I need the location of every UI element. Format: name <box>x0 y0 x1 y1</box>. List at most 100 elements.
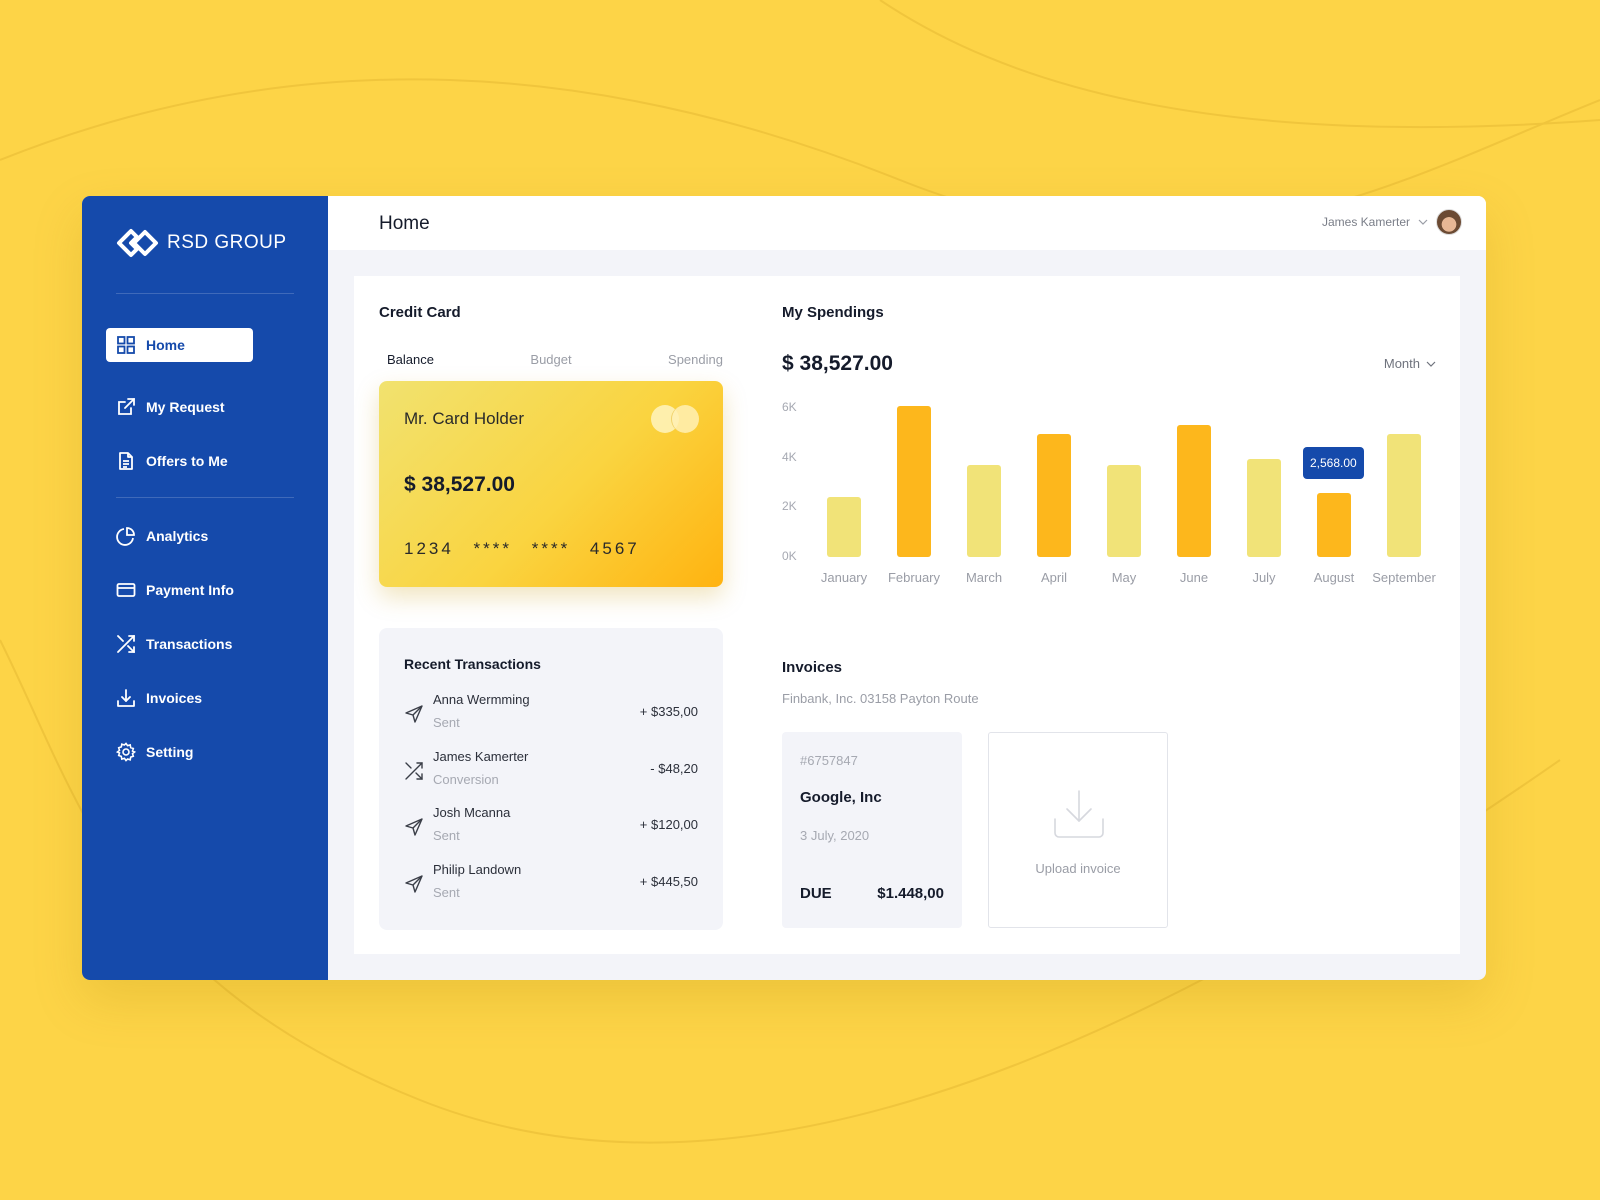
x-axis-label: January <box>820 570 868 585</box>
bar-august[interactable] <box>1317 493 1351 557</box>
period-select[interactable]: Month <box>1384 356 1436 371</box>
card-holder: Mr. Card Holder <box>404 409 524 428</box>
bar-june[interactable] <box>1177 425 1211 557</box>
bar-january[interactable] <box>827 497 861 557</box>
invoice-company: Google, Inc <box>800 789 882 806</box>
sidebar-item-label: Transactions <box>146 636 233 652</box>
list-item[interactable]: Anna Wermming Sent + $335,00 <box>404 692 698 736</box>
spendings-title: My Spendings <box>782 304 884 321</box>
transaction-type: Conversion <box>433 772 499 787</box>
divider <box>116 293 294 294</box>
transaction-amount: - $48,20 <box>650 761 698 776</box>
y-axis-tick: 6K <box>782 400 797 414</box>
sidebar-item-offers-to-me[interactable]: Offers to Me <box>106 444 253 478</box>
x-axis-label: February <box>887 570 941 585</box>
user-menu[interactable]: James Kamerter <box>1322 209 1462 235</box>
avatar[interactable] <box>1436 209 1462 235</box>
credit-card[interactable]: Mr. Card Holder $ 38,527.00 1234 **** **… <box>379 381 723 587</box>
sidebar-item-transactions[interactable]: Transactions <box>106 627 253 661</box>
bar-tooltip: 2,568.00 <box>1303 447 1364 479</box>
document-icon <box>119 452 133 470</box>
dashboard-panel: Credit Card Balance Budget Spending Mr. … <box>354 276 1460 954</box>
sidebar-item-home[interactable]: Home <box>106 328 253 362</box>
recent-transactions-title: Recent Transactions <box>404 656 541 672</box>
page-title: Home <box>379 213 430 234</box>
card-balance: $ 38,527.00 <box>404 473 515 496</box>
transaction-name: Philip Landown <box>433 862 522 877</box>
card-brand-icon <box>651 405 699 433</box>
sidebar-item-label: Setting <box>146 744 194 760</box>
upload-invoice-button[interactable]: Upload invoice <box>988 732 1168 928</box>
list-item[interactable]: Philip Landown Sent + $445,50 <box>404 862 698 906</box>
logo-icon <box>117 229 158 257</box>
sidebar-item-invoices[interactable]: Invoices <box>106 681 253 715</box>
sidebar-item-label: Payment Info <box>146 582 234 598</box>
transaction-type: Sent <box>433 828 460 843</box>
period-select-value: Month <box>1383 356 1420 371</box>
tab-budget[interactable]: Budget <box>530 352 572 367</box>
list-item[interactable]: James Kamerter Conversion - $48,20 <box>404 749 698 793</box>
pie-chart-icon <box>116 527 135 546</box>
invoice-amount: $1.448,00 <box>877 885 944 902</box>
y-axis-tick: 2K <box>782 499 797 514</box>
y-axis-tick: 4K <box>782 449 797 464</box>
sidebar-item-label: Analytics <box>146 528 209 544</box>
bar-march[interactable] <box>967 465 1001 557</box>
grid-icon <box>117 336 135 354</box>
sidebar-item-payment-info[interactable]: Payment Info <box>106 573 253 607</box>
user-name: James Kamerter <box>1321 215 1410 229</box>
x-axis-label: May <box>1111 570 1137 585</box>
app-window: RSD GROUP Home My Request Offers to Me A… <box>82 196 1486 980</box>
chevron-down-icon <box>1418 219 1428 225</box>
chevron-down-icon <box>1426 361 1436 367</box>
spendings-total: $ 38,527.00 <box>782 352 893 375</box>
shuffle-icon <box>405 762 423 780</box>
sidebar: RSD GROUP Home My Request Offers to Me A… <box>82 196 328 980</box>
transaction-type: Sent <box>433 715 460 730</box>
card-number: 1234 **** **** 4567 <box>404 539 640 558</box>
bar-september[interactable] <box>1387 434 1421 557</box>
sidebar-item-analytics[interactable]: Analytics <box>106 519 253 553</box>
transaction-name: Anna Wermming <box>433 692 530 707</box>
send-icon <box>405 705 423 723</box>
shuffle-icon <box>117 635 135 653</box>
transaction-amount: + $335,00 <box>639 704 698 719</box>
download-icon <box>1054 790 1104 838</box>
invoices-title: Invoices <box>782 659 843 676</box>
sidebar-item-setting[interactable]: Setting <box>106 735 253 769</box>
sidebar-item-my-request[interactable]: My Request <box>106 390 253 424</box>
sidebar-item-label: Home <box>146 337 185 353</box>
divider <box>116 497 294 498</box>
sidebar-item-label: Offers to Me <box>146 453 228 469</box>
list-item[interactable]: Josh Mcanna Sent + $120,00 <box>404 805 698 849</box>
invoice-date: 3 July, 2020 <box>800 828 870 843</box>
tab-balance[interactable]: Balance <box>387 352 434 367</box>
x-axis-label: September <box>1372 570 1436 585</box>
invoice-id: #6757847 <box>800 753 858 768</box>
x-axis-label: June <box>1179 570 1209 585</box>
bar-february[interactable] <box>897 406 931 557</box>
x-axis-label: April <box>1040 570 1067 585</box>
invoice-card[interactable]: #6757847 Google, Inc 3 July, 2020 DUE $1… <box>782 732 962 928</box>
invoice-due-label: DUE <box>800 885 832 902</box>
sidebar-item-label: Invoices <box>146 690 203 706</box>
transaction-name: James Kamerter <box>433 749 529 764</box>
x-axis-label: July <box>1252 570 1276 585</box>
bar-july[interactable] <box>1247 459 1281 557</box>
gear-icon <box>116 742 136 762</box>
invoices-subtitle: Finbank, Inc. 03158 Payton Route <box>782 691 979 706</box>
sidebar-item-label: My Request <box>146 399 225 415</box>
logo[interactable]: RSD GROUP <box>115 228 287 258</box>
tab-spending[interactable]: Spending <box>668 352 723 367</box>
card-tabs: Balance Budget Spending <box>387 352 723 367</box>
upload-invoice-label: Upload invoice <box>1035 861 1121 876</box>
credit-card-icon <box>116 583 136 597</box>
external-link-icon <box>118 398 135 415</box>
credit-card-title: Credit Card <box>379 304 461 321</box>
x-axis-label: August <box>1313 570 1355 585</box>
bar-april[interactable] <box>1037 434 1071 557</box>
brand-name: RSD GROUP <box>167 232 287 253</box>
transaction-amount: + $120,00 <box>639 817 698 832</box>
x-axis-label: March <box>965 570 1003 585</box>
bar-may[interactable] <box>1107 465 1141 557</box>
